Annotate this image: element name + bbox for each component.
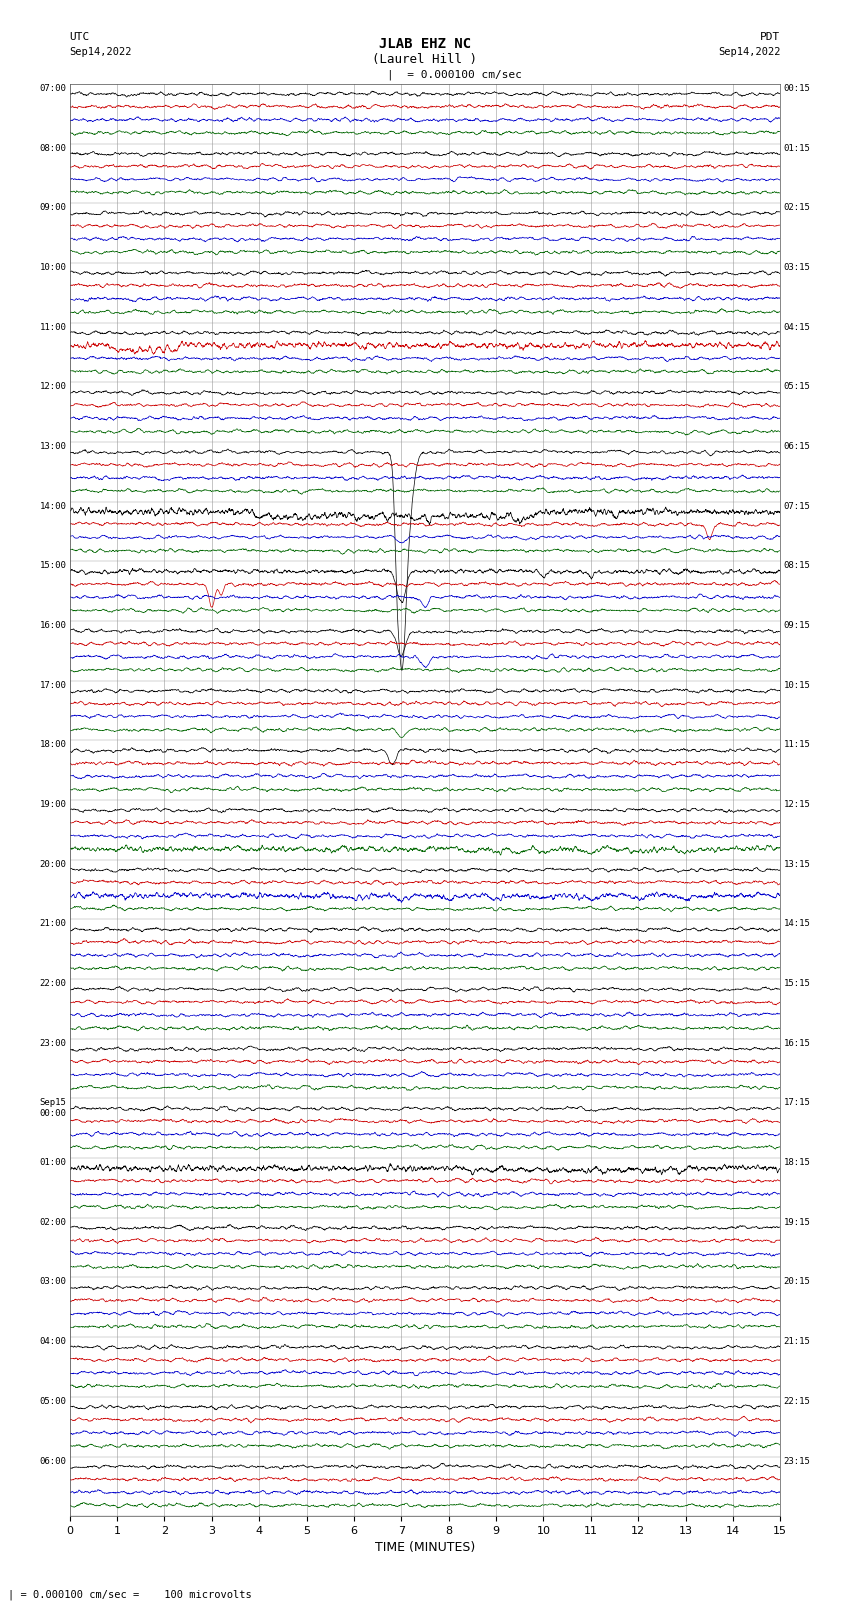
Text: 17:15: 17:15 — [784, 1098, 811, 1108]
Text: 05:00: 05:00 — [39, 1397, 66, 1407]
Text: 15:15: 15:15 — [784, 979, 811, 989]
Text: 16:00: 16:00 — [39, 621, 66, 631]
Text: 09:00: 09:00 — [39, 203, 66, 213]
Text: 08:00: 08:00 — [39, 144, 66, 153]
Text: Sep14,2022: Sep14,2022 — [717, 47, 780, 56]
Text: 01:00: 01:00 — [39, 1158, 66, 1168]
Text: 03:15: 03:15 — [784, 263, 811, 273]
Text: 04:00: 04:00 — [39, 1337, 66, 1347]
Text: 11:00: 11:00 — [39, 323, 66, 332]
Text: 10:15: 10:15 — [784, 681, 811, 690]
Text: UTC: UTC — [70, 32, 90, 42]
Text: 03:00: 03:00 — [39, 1277, 66, 1287]
Text: 06:15: 06:15 — [784, 442, 811, 452]
Text: JLAB EHZ NC: JLAB EHZ NC — [379, 37, 471, 52]
Text: 10:00: 10:00 — [39, 263, 66, 273]
Text: 08:15: 08:15 — [784, 561, 811, 571]
Text: 09:15: 09:15 — [784, 621, 811, 631]
Text: 18:15: 18:15 — [784, 1158, 811, 1168]
Text: 21:15: 21:15 — [784, 1337, 811, 1347]
Text: 21:00: 21:00 — [39, 919, 66, 929]
Text: 01:15: 01:15 — [784, 144, 811, 153]
Text: 04:15: 04:15 — [784, 323, 811, 332]
Text: 07:15: 07:15 — [784, 502, 811, 511]
Text: 11:15: 11:15 — [784, 740, 811, 750]
Text: PDT: PDT — [760, 32, 780, 42]
Text: 23:15: 23:15 — [784, 1457, 811, 1466]
Text: 12:15: 12:15 — [784, 800, 811, 810]
Text: 02:15: 02:15 — [784, 203, 811, 213]
Text: 22:00: 22:00 — [39, 979, 66, 989]
Text: 22:15: 22:15 — [784, 1397, 811, 1407]
Text: 19:00: 19:00 — [39, 800, 66, 810]
Text: 00:15: 00:15 — [784, 84, 811, 94]
Text: 14:15: 14:15 — [784, 919, 811, 929]
X-axis label: TIME (MINUTES): TIME (MINUTES) — [375, 1542, 475, 1555]
Text: 20:15: 20:15 — [784, 1277, 811, 1287]
Text: 16:15: 16:15 — [784, 1039, 811, 1048]
Text: 23:00: 23:00 — [39, 1039, 66, 1048]
Text: (Laurel Hill ): (Laurel Hill ) — [372, 53, 478, 66]
Text: 17:00: 17:00 — [39, 681, 66, 690]
Text: |  = 0.000100 cm/sec: | = 0.000100 cm/sec — [387, 69, 522, 81]
Text: 19:15: 19:15 — [784, 1218, 811, 1227]
Text: | = 0.000100 cm/sec =    100 microvolts: | = 0.000100 cm/sec = 100 microvolts — [8, 1589, 252, 1600]
Text: 13:15: 13:15 — [784, 860, 811, 869]
Text: 15:00: 15:00 — [39, 561, 66, 571]
Text: 20:00: 20:00 — [39, 860, 66, 869]
Text: Sep15
00:00: Sep15 00:00 — [39, 1098, 66, 1118]
Text: 07:00: 07:00 — [39, 84, 66, 94]
Text: 18:00: 18:00 — [39, 740, 66, 750]
Text: 14:00: 14:00 — [39, 502, 66, 511]
Text: 12:00: 12:00 — [39, 382, 66, 392]
Text: 02:00: 02:00 — [39, 1218, 66, 1227]
Text: 05:15: 05:15 — [784, 382, 811, 392]
Text: Sep14,2022: Sep14,2022 — [70, 47, 133, 56]
Text: 06:00: 06:00 — [39, 1457, 66, 1466]
Text: 13:00: 13:00 — [39, 442, 66, 452]
